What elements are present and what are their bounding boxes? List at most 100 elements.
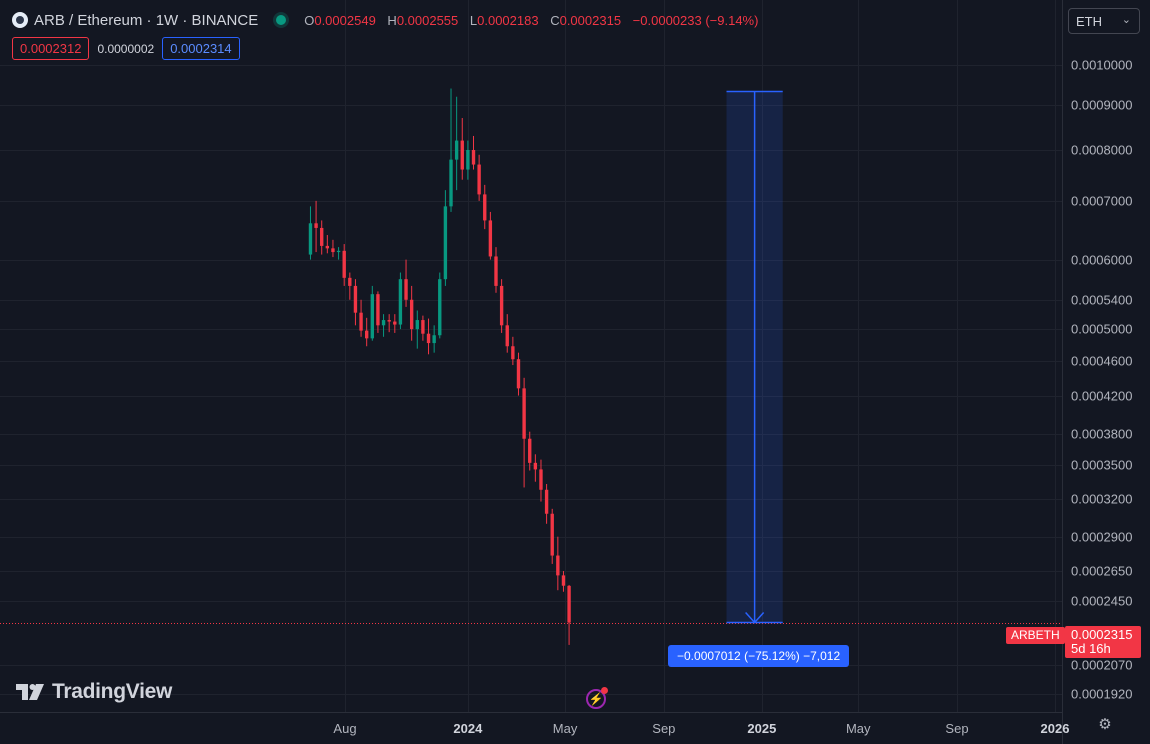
chevron-down-icon: ⌄ — [1121, 14, 1131, 26]
last-price-label: 0.0002315 5d 16h — [1065, 626, 1141, 658]
candle-up — [466, 140, 470, 180]
close-value: 0.0002315 — [559, 12, 622, 28]
time-tick-label: 2024 — [453, 721, 483, 736]
price-tick-label: 0.0003500 — [1071, 457, 1133, 473]
price-tick-label: 0.0009000 — [1071, 97, 1133, 113]
candle-body — [449, 159, 453, 207]
candle-down — [499, 279, 504, 333]
candle-up — [449, 88, 453, 212]
candle-down — [567, 584, 571, 645]
time-tick-label: 2026 — [1040, 721, 1070, 736]
arbitrum-logo-icon — [12, 12, 28, 28]
candle-body — [488, 220, 493, 257]
open-value: 0.0002549 — [314, 12, 376, 28]
market-open-icon — [276, 15, 287, 25]
candle-body — [364, 330, 369, 339]
candle-body — [454, 140, 459, 160]
tradingview-logo[interactable]: TradingView — [16, 680, 172, 704]
time-tick-label: Sep — [945, 721, 969, 736]
last-price-symbol-tag: ARBETH — [1006, 627, 1065, 644]
price-tick-label: 0.0003800 — [1071, 426, 1133, 442]
currency-select[interactable]: ETH ⌄ — [1068, 8, 1140, 34]
brand-name: TradingView — [52, 680, 173, 703]
candle-body — [528, 438, 532, 463]
candle-body — [342, 250, 346, 278]
measure-arrow-head — [745, 612, 765, 624]
candle-down — [483, 184, 487, 230]
symbol-title[interactable]: ARB / Ethereum · 1W · BINANCE — [34, 11, 259, 29]
candle-down — [550, 508, 554, 564]
candle-up — [443, 190, 448, 286]
candle-body — [387, 320, 391, 322]
time-tick-label: May — [552, 721, 578, 736]
candle-body — [370, 294, 374, 339]
close-key: C — [550, 12, 560, 28]
candle-body — [393, 321, 397, 325]
price-tick-label: 0.0004200 — [1071, 388, 1133, 404]
candle-down — [539, 459, 543, 502]
price-tick-label: 0.0008000 — [1071, 142, 1133, 158]
candle-down — [522, 377, 526, 488]
candle-body — [539, 469, 543, 490]
candle-down — [376, 291, 380, 333]
candle-down — [314, 200, 318, 253]
candle-body — [556, 555, 560, 576]
candle-body — [336, 250, 341, 253]
time-tick-label: Aug — [333, 721, 357, 736]
candle-countdown: 5d 16h — [1071, 641, 1111, 656]
candle-body — [544, 489, 549, 514]
last-price-value: 0.0002315 — [1071, 627, 1133, 642]
candlestick-series — [308, 88, 571, 645]
ohlc-readout: O0.0002549 H0.0002555 L0.0002183 C0.0002… — [304, 13, 758, 28]
candle-down — [533, 454, 538, 482]
candle-down — [488, 211, 493, 260]
high-value: 0.0002555 — [396, 12, 459, 28]
price-tick-label: 0.0005000 — [1071, 321, 1133, 337]
open-key: O — [304, 12, 315, 28]
price-tick-label: 0.0004600 — [1071, 353, 1133, 369]
candle-down — [320, 220, 324, 255]
candle-up — [370, 285, 374, 341]
price-tick-label: 0.0005400 — [1071, 292, 1133, 308]
candle-down — [494, 247, 498, 293]
candle-body — [331, 248, 335, 253]
candle-down — [426, 318, 431, 355]
candle-up — [415, 310, 419, 349]
candle-up — [381, 314, 386, 337]
candle-body — [432, 335, 436, 344]
time-tick-label: Sep — [652, 721, 676, 736]
lightning-icon[interactable]: ⚡ — [586, 687, 608, 709]
candle-up — [438, 272, 442, 339]
low-key: L — [469, 12, 478, 28]
candle-down — [471, 135, 476, 170]
candle-up — [336, 247, 341, 260]
candle-body — [308, 223, 313, 255]
price-tick-label: 0.0002650 — [1071, 563, 1133, 579]
candle-body — [348, 277, 352, 286]
candle-body — [477, 164, 481, 195]
buy-button[interactable]: 0.0002314 — [162, 37, 240, 60]
candle-down — [353, 279, 358, 326]
candle-body — [561, 575, 566, 586]
gear-icon[interactable]: ⚙ — [1098, 716, 1112, 733]
candle-body — [376, 294, 380, 326]
candle-body — [516, 359, 521, 389]
candle-body — [511, 346, 515, 360]
candle-down — [409, 285, 414, 341]
spread-value: 0.0000002 — [97, 41, 155, 56]
candle-down — [421, 315, 425, 341]
price-tick-label: 0.0003200 — [1071, 491, 1133, 507]
candle-body — [353, 285, 358, 313]
candle-body — [409, 299, 414, 330]
candle-down — [477, 154, 481, 201]
candle-body — [550, 513, 554, 556]
candle-down — [511, 336, 515, 366]
candle-body — [460, 140, 464, 170]
candle-down — [528, 431, 532, 471]
candle-body — [426, 333, 431, 344]
candle-down — [348, 272, 352, 300]
candle-down — [393, 314, 397, 333]
sell-button[interactable]: 0.0002312 — [12, 37, 90, 60]
price-tick-label: 0.0002900 — [1071, 529, 1133, 545]
